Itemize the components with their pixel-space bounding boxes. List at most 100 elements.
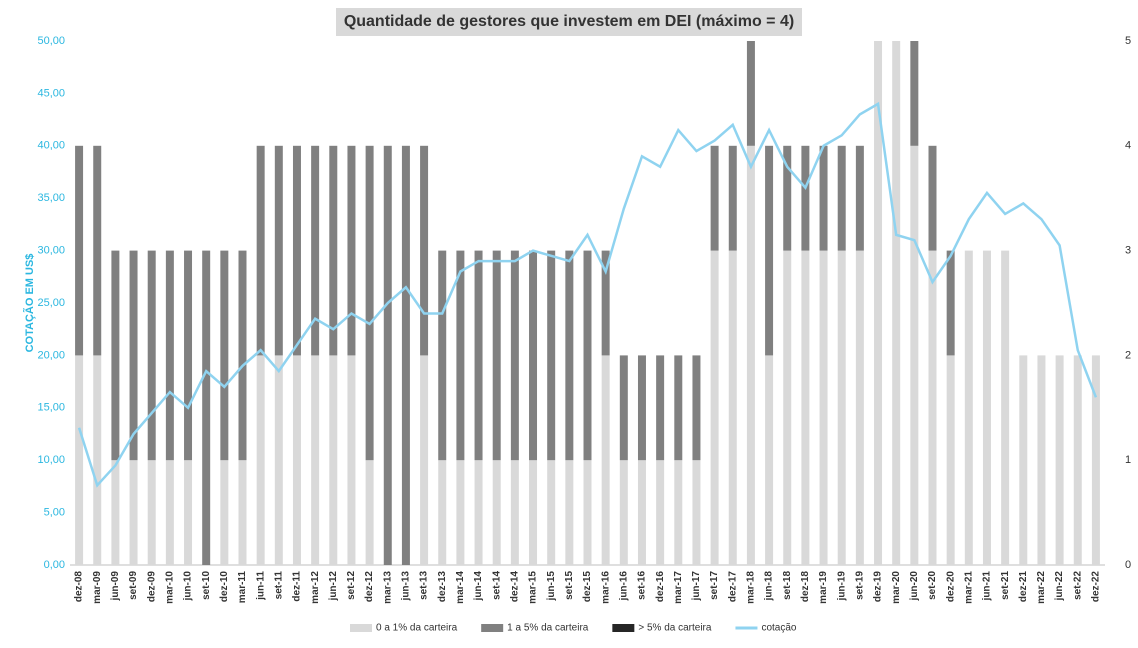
bar bbox=[692, 460, 701, 565]
bar bbox=[892, 41, 901, 565]
bar bbox=[492, 250, 501, 461]
y-tick-label: 35,00 bbox=[37, 192, 65, 204]
bar bbox=[492, 460, 501, 565]
legend-label: > 5% da carteira bbox=[638, 623, 712, 634]
bar bbox=[311, 145, 320, 356]
x-tick-label: dez-15 bbox=[582, 571, 593, 603]
x-tick-label: jun-18 bbox=[764, 571, 775, 602]
bar bbox=[910, 41, 919, 146]
bar bbox=[529, 460, 538, 565]
bar bbox=[420, 145, 429, 356]
x-tick-label: set-16 bbox=[637, 571, 648, 600]
bar bbox=[783, 145, 792, 251]
x-tick-label: dez-10 bbox=[219, 571, 230, 603]
y-tick-label: 5,00 bbox=[44, 507, 65, 519]
x-tick-label: mar-13 bbox=[382, 571, 393, 604]
bar bbox=[692, 355, 701, 461]
x-tick-label: mar-21 bbox=[963, 571, 974, 604]
x-tick-label: set-13 bbox=[419, 571, 430, 600]
line bbox=[77, 101, 1098, 488]
x-tick-label: jun-14 bbox=[473, 571, 484, 602]
y2-tick-label: 1 bbox=[1125, 454, 1131, 466]
bar bbox=[710, 250, 719, 565]
bar bbox=[329, 355, 338, 565]
x-tick-label: mar-22 bbox=[1036, 571, 1047, 604]
x-tick-label: dez-19 bbox=[873, 571, 884, 603]
y-tick-label: 50,00 bbox=[37, 35, 65, 47]
bar bbox=[637, 460, 646, 565]
x-tick-label: dez-16 bbox=[655, 571, 666, 603]
x-tick-label: set-20 bbox=[927, 571, 938, 600]
x-tick-label: jun-20 bbox=[909, 571, 920, 602]
bar bbox=[801, 145, 810, 251]
bar bbox=[728, 145, 737, 251]
y2-tick-label: 3 bbox=[1125, 245, 1131, 257]
bar bbox=[292, 145, 301, 356]
x-tick-label: jun-22 bbox=[1054, 571, 1065, 602]
bar bbox=[928, 250, 937, 565]
x-tick-label: jun-10 bbox=[183, 571, 194, 602]
bar bbox=[547, 460, 556, 565]
bar bbox=[746, 41, 755, 146]
bar bbox=[474, 250, 483, 461]
bar bbox=[637, 355, 646, 461]
x-tick-label: jun-21 bbox=[982, 571, 993, 602]
y-tick-label: 30,00 bbox=[37, 245, 65, 257]
y2-tick-label: 4 bbox=[1125, 140, 1131, 152]
bar bbox=[474, 460, 483, 565]
bar bbox=[274, 355, 283, 565]
legend-swatch bbox=[612, 624, 635, 632]
bar bbox=[946, 250, 955, 356]
x-tick-label: jun-11 bbox=[255, 571, 266, 601]
x-tick-label: mar-10 bbox=[165, 571, 176, 604]
y-tick-label: 20,00 bbox=[37, 349, 65, 361]
bar bbox=[710, 145, 719, 251]
x-tick-label: dez-13 bbox=[437, 571, 448, 603]
x-tick-label: set-11 bbox=[273, 571, 284, 600]
bar bbox=[238, 250, 247, 461]
bar bbox=[855, 250, 864, 565]
bar bbox=[910, 145, 919, 566]
bar bbox=[456, 460, 465, 565]
bar bbox=[129, 250, 138, 461]
x-tick-label: dez-08 bbox=[74, 571, 85, 603]
y2-tick-label: 5 bbox=[1125, 35, 1131, 47]
bar bbox=[238, 460, 247, 565]
y-axis-label: COTAÇÃO EM US$ bbox=[23, 254, 36, 353]
bar bbox=[619, 460, 628, 565]
bar bbox=[111, 460, 120, 565]
y-tick-label: 10,00 bbox=[37, 454, 65, 466]
bar bbox=[765, 145, 774, 356]
bar bbox=[837, 145, 846, 251]
x-tick-label: dez-20 bbox=[945, 571, 956, 603]
x-tick-label: mar-18 bbox=[746, 571, 757, 604]
x-tick-label: set-19 bbox=[855, 571, 866, 600]
bar bbox=[256, 355, 265, 565]
x-tick-label: set-18 bbox=[782, 571, 793, 600]
x-tick-label: dez-17 bbox=[727, 571, 738, 603]
bar bbox=[529, 250, 538, 461]
x-tick-label: dez-09 bbox=[146, 571, 157, 603]
bar bbox=[420, 355, 429, 565]
bar bbox=[855, 145, 864, 251]
x-tick-label: jun-09 bbox=[110, 571, 121, 602]
x-tick-label: set-14 bbox=[491, 571, 502, 600]
x-tick-label: dez-11 bbox=[292, 571, 303, 602]
bar bbox=[456, 250, 465, 461]
bar bbox=[510, 460, 519, 565]
bar bbox=[311, 355, 320, 565]
bar bbox=[347, 145, 356, 356]
bar bbox=[565, 460, 574, 565]
bar bbox=[583, 460, 592, 565]
x-tick-label: dez-21 bbox=[1018, 571, 1029, 603]
bar bbox=[1001, 250, 1010, 565]
bar bbox=[75, 145, 84, 356]
bar bbox=[547, 250, 556, 461]
bar bbox=[728, 250, 737, 565]
x-tick-label: set-22 bbox=[1072, 571, 1083, 600]
chart-title: Quantidade de gestores que investem em D… bbox=[344, 13, 794, 30]
bar bbox=[874, 41, 883, 565]
y2-tick-label: 2 bbox=[1125, 349, 1131, 361]
bar bbox=[801, 250, 810, 565]
